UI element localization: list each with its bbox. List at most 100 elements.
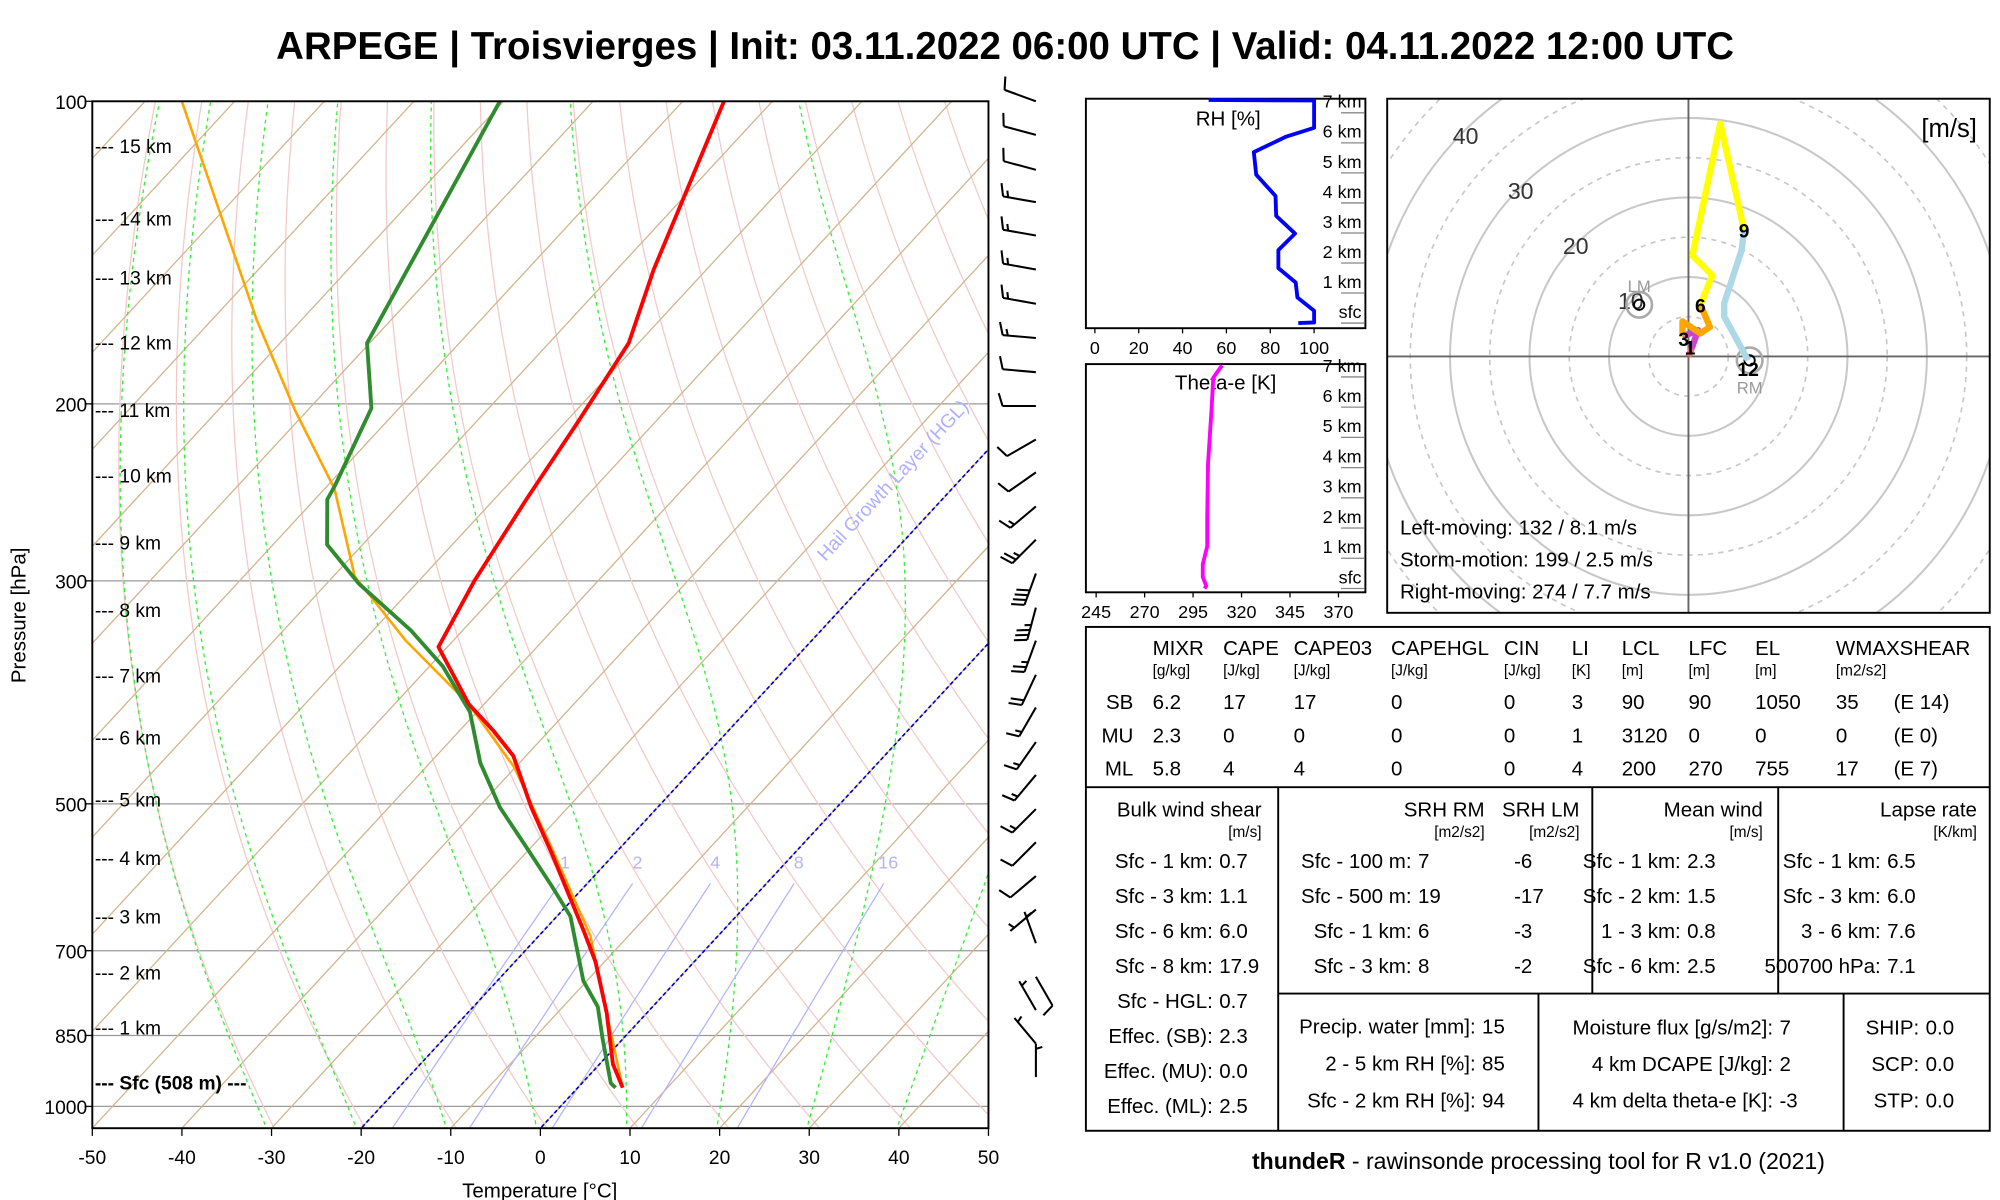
rh-line — [1208, 98, 1317, 325]
bulk_shear-row-label: Sfc - 1 km: — [1115, 850, 1213, 873]
srh-row-label: Sfc - 3 km: — [1314, 955, 1412, 978]
barb-half-feather — [1008, 520, 1015, 526]
barb-feather — [1016, 588, 1030, 592]
storm-marker-ring — [1735, 346, 1764, 375]
barb-half-feather — [1016, 1015, 1023, 1023]
barb-feather — [1001, 794, 1015, 802]
srh-row-value: 19 — [1418, 885, 1441, 908]
right-moving-text: Right-moving: 274 / 7.7 m/s — [1400, 581, 1651, 604]
dry-adiabat-line — [711, 101, 989, 740]
barb-staff — [1011, 538, 1037, 564]
barb-staff — [1011, 841, 1037, 867]
moist-adiabat-line — [119, 101, 268, 1129]
barb-half-feather — [1013, 762, 1021, 767]
table-cell: 17 — [1294, 691, 1317, 714]
moisture-row-label: Precip. water [mm]: — [1299, 1015, 1476, 1038]
table-cell: 755 — [1755, 758, 1789, 781]
moisture-row-value: 15 — [1482, 1015, 1505, 1038]
height-label: 7 km — [1323, 92, 1362, 112]
theta-e-frame — [1084, 363, 1367, 594]
table-cell: 17 — [1836, 758, 1859, 781]
barb-staff — [1003, 160, 1037, 171]
table-cell: 5.8 — [1153, 758, 1182, 781]
wind-barb — [998, 505, 1037, 529]
y-tick-label: 1000 — [44, 1098, 87, 1119]
bulk_shear-row-label: Sfc - 8 km: — [1115, 955, 1213, 978]
x-tick-label: 370 — [1323, 602, 1353, 622]
skew-t-profiles — [180, 101, 726, 1090]
x-tick-label: 40 — [1173, 338, 1193, 358]
height-label: --- 11 km — [95, 401, 170, 422]
barb-staff — [1018, 980, 1037, 1011]
barb-staff — [1006, 438, 1037, 458]
wind-barb — [1035, 976, 1054, 1017]
isotherm-line — [449, 545, 989, 1129]
barb-half-feather — [1008, 923, 1015, 929]
bulk_shear-row-label: Sfc - HGL: — [1117, 990, 1213, 1013]
column-header: EL — [1755, 637, 1780, 660]
barb-feather — [998, 355, 1004, 370]
column-header: CAPE03 — [1294, 637, 1373, 660]
table-cell: (E 14) — [1894, 691, 1950, 714]
height-label: 5 km — [1323, 152, 1362, 172]
mixing-ratio-label: 1 — [560, 852, 570, 872]
bulk_shear-row-value: 0.0 — [1219, 1060, 1248, 1083]
ring-label: 20 — [1563, 233, 1589, 259]
table-cell: 0 — [1836, 724, 1847, 747]
height-label: --- 2 km — [95, 964, 161, 985]
lapse_rate-row-label: Sfc - 3 km: — [1783, 885, 1881, 908]
row-label: ML — [1105, 758, 1133, 781]
mean_wind-row-value: 2.3 — [1687, 850, 1716, 873]
rh-frame — [1084, 97, 1367, 330]
mixing-ratio-label: 4 — [710, 852, 720, 872]
srh-rm-title: SRH RM — [1404, 799, 1485, 822]
temperature-line — [436, 101, 726, 1089]
flux-row-value: 2 — [1779, 1053, 1790, 1076]
ring-label: 30 — [1508, 178, 1534, 204]
bulk_shear-row-value: 1.1 — [1219, 885, 1248, 908]
barb-staff — [1002, 368, 1036, 374]
mixing-ratio-line — [391, 883, 561, 1129]
isotherm-line — [629, 739, 989, 1129]
hodograph-frame — [1386, 97, 1991, 614]
x-tick-label: 20 — [1129, 338, 1149, 358]
wind-barb — [1018, 980, 1037, 1011]
table-cell: 0 — [1688, 724, 1699, 747]
wind-barb — [1013, 1015, 1037, 1045]
bulk_shear-row-label: Sfc - 6 km: — [1115, 920, 1213, 943]
hodograph-height-label: 1 — [1685, 339, 1696, 360]
height-label: --- 6 km — [95, 728, 161, 749]
moisture-row-value: 94 — [1482, 1090, 1505, 1113]
height-label: --- 10 km — [95, 467, 172, 488]
barb-half-feather — [1035, 1045, 1043, 1050]
lapse_rate-row-value: 7.1 — [1887, 955, 1916, 978]
table-cell: 35 — [1836, 691, 1859, 714]
height-label: 3 km — [1323, 212, 1362, 232]
barb-staff — [1035, 976, 1054, 1007]
wind-barb — [997, 471, 1037, 493]
table-cell: 1 — [1572, 724, 1583, 747]
barb-half-feather — [1011, 792, 1019, 798]
srh-row-value: 7 — [1418, 850, 1429, 873]
bulk_shear-unit: [m/s] — [1228, 824, 1261, 841]
table-cell: 1050 — [1755, 691, 1801, 714]
dry-adiabat-line — [175, 101, 366, 1129]
dry-adiabat-line — [335, 101, 639, 1129]
barb-feather — [998, 889, 1011, 899]
barb-half-feather — [1006, 223, 1010, 231]
parcel-line — [180, 101, 624, 1088]
column-unit: [J/kg] — [1294, 663, 1331, 680]
barb-half-feather — [1021, 980, 1028, 987]
barb-staff — [1004, 88, 1037, 103]
table-frame — [1084, 625, 1991, 1132]
barb-feather — [1014, 593, 1029, 597]
wind-barbs — [996, 76, 1054, 1078]
mean_wind-row-label: Sfc - 6 km: — [1583, 955, 1681, 978]
hgl-isotherm-line — [360, 448, 989, 1129]
wind-barb — [1000, 841, 1037, 867]
y-tick-label: 200 — [55, 396, 87, 417]
wind-barb — [1000, 538, 1037, 565]
hodograph-height-label: 12 — [1737, 360, 1758, 381]
dry-adiabat-line — [479, 101, 912, 1129]
